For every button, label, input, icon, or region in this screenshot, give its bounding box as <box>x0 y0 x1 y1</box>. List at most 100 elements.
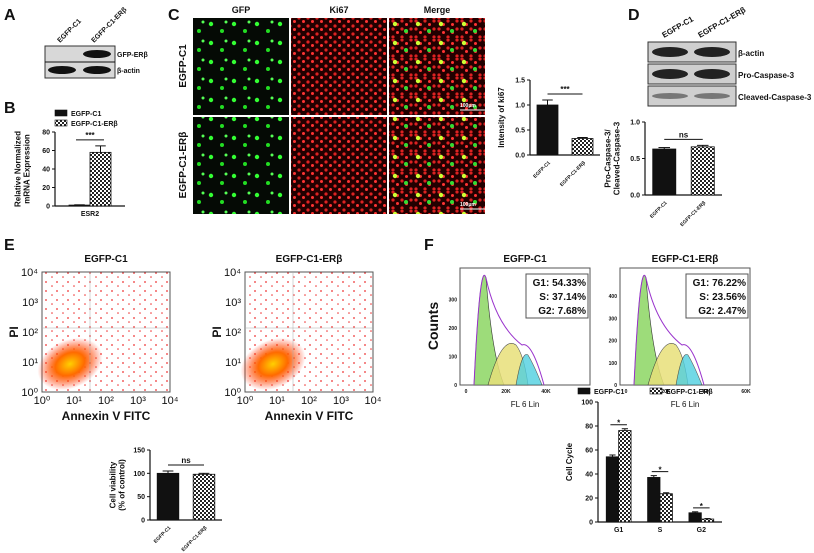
legend-swatch <box>54 109 68 117</box>
panel-label: D <box>628 7 640 24</box>
scale-bar-label: 100μm <box>460 202 476 208</box>
y-tick-label: 1.5 <box>515 78 525 85</box>
column-header: GFP <box>232 5 251 15</box>
lane-label: EGFP-C1-ERβ <box>697 5 748 40</box>
band <box>652 47 688 57</box>
legend-label: EGFP-C1 <box>594 389 624 396</box>
band <box>694 93 730 99</box>
y-tick-label: 100 <box>609 361 618 367</box>
x-tick-label: 10⁰ <box>237 395 254 407</box>
legend-label: EGFP-C1 <box>71 111 101 118</box>
g2-peak <box>675 354 703 386</box>
y-axis-label: Counts <box>425 302 441 350</box>
x-tick-label: 10⁰ <box>34 395 51 407</box>
y-axis-label: mRNA Expression <box>23 134 32 204</box>
y-tick-label: 100 <box>449 354 458 360</box>
legend-swatch <box>54 119 68 127</box>
y-tick-label: 400 <box>609 294 618 300</box>
y-tick-label: 0 <box>454 383 457 389</box>
plot-title: EGFP-C1-ERβ <box>276 254 343 265</box>
column-header: Merge <box>424 5 451 15</box>
y-tick-label: 60 <box>585 448 593 455</box>
bar <box>690 146 715 196</box>
y-tick-label: 300 <box>449 297 458 303</box>
significance-label: * <box>617 419 621 428</box>
stat-label: G1: 54.33% <box>533 278 586 289</box>
y-tick-label: 0.5 <box>515 128 525 135</box>
x-tick-label: EGFP-C1 <box>153 525 173 545</box>
band <box>652 93 688 99</box>
band <box>694 47 730 57</box>
scale-bar-label: 100μm <box>460 103 476 109</box>
stat-label: G2: 2.47% <box>698 306 746 317</box>
stats-box <box>685 273 749 319</box>
y-tick-label: 0.5 <box>630 156 640 163</box>
bar <box>659 493 673 523</box>
band-label: β-actin <box>738 49 764 58</box>
panel-label: E <box>4 237 15 254</box>
x-tick-label: G1 <box>614 527 623 534</box>
x-tick-label: 20K <box>661 389 671 395</box>
stat-label: G1: 76.22% <box>693 278 746 289</box>
y-tick-label: 100 <box>581 400 593 407</box>
significance-label: *** <box>560 85 570 94</box>
stat-label: S: 23.56% <box>699 292 746 303</box>
x-tick-label: EGFP-C1 <box>532 160 552 180</box>
band-label: Pro-Caspase-3 <box>738 71 795 80</box>
significance-label: * <box>700 502 704 511</box>
y-tick-label: 40 <box>585 472 593 479</box>
plot-title: EGFP-C1 <box>84 254 128 265</box>
x-tick-label: 10² <box>301 395 317 407</box>
panel-label: F <box>424 237 434 254</box>
x-tick-label: EGFP-C1 <box>649 200 669 220</box>
y-tick-label: 0 <box>614 383 617 389</box>
panel-label: C <box>168 7 180 24</box>
y-tick-label: 10³ <box>225 297 241 309</box>
y-axis-label: Cell Cycle <box>565 442 574 481</box>
y-tick-label: 200 <box>449 326 458 332</box>
y-tick-label: 10¹ <box>22 357 38 369</box>
x-tick-label: 20K <box>501 389 511 395</box>
y-tick-label: 10¹ <box>225 357 241 369</box>
y-axis-label: Cleaved-Caspase-3 <box>613 121 622 195</box>
cell-cloud <box>240 337 306 391</box>
blot <box>647 85 737 107</box>
x-tick-label: 60K <box>741 389 751 395</box>
x-tick-label: 10⁴ <box>365 395 382 407</box>
y-tick-label: 10⁴ <box>224 267 241 279</box>
x-tick-label: G2 <box>697 527 706 534</box>
band <box>83 66 111 74</box>
y-tick-label: 50 <box>137 494 145 501</box>
x-tick-label: S <box>658 527 663 534</box>
bar <box>156 472 180 521</box>
x-tick-label: 40K <box>541 389 551 395</box>
y-tick-label: 60 <box>42 148 50 155</box>
row-label: EGFP-C1-ERβ <box>178 132 189 199</box>
y-tick-label: 1.0 <box>630 120 640 127</box>
y-tick-label: 0.0 <box>630 193 640 200</box>
y-tick-label: 1.0 <box>515 103 525 110</box>
band <box>83 50 111 58</box>
y-tick-label: 10⁴ <box>21 267 38 279</box>
x-tick-label: 10¹ <box>66 395 82 407</box>
x-axis-label: FL 6 Lin <box>511 400 540 409</box>
x-tick-label: 0 <box>625 389 628 395</box>
band-label: GFP-ERβ <box>117 52 148 59</box>
y-tick-label: 10³ <box>22 297 38 309</box>
fit-curve <box>473 274 545 386</box>
y-axis-label: PI <box>210 326 224 337</box>
x-axis-label: Annexin V FITC <box>265 409 354 423</box>
x-tick-label: 10³ <box>333 395 349 407</box>
row-label: EGFP-C1 <box>178 44 189 88</box>
micrograph <box>389 18 485 115</box>
g2-peak <box>515 354 543 386</box>
plot-title: EGFP-C1 <box>503 254 547 265</box>
bar <box>605 456 620 523</box>
y-tick-label: 20 <box>42 185 50 192</box>
bar <box>89 151 112 207</box>
micrograph <box>193 117 289 214</box>
lane-label: EGFP-C1 <box>661 14 696 39</box>
bar <box>192 473 216 521</box>
y-tick-label: 80 <box>585 424 593 431</box>
